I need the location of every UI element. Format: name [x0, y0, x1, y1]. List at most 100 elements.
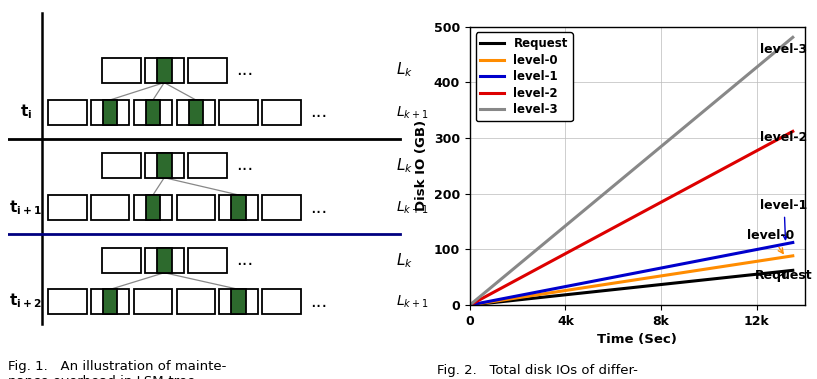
level-3 [640, 158, 650, 163]
level-2 [780, 133, 790, 138]
Bar [103, 100, 118, 125]
level-2 [620, 219, 630, 224]
Bar [102, 248, 141, 273]
Text: Request: Request [754, 269, 812, 282]
Bar [157, 248, 172, 273]
Bar [220, 100, 258, 125]
Request [780, 269, 790, 274]
level-2 [640, 209, 650, 213]
Bar [145, 58, 184, 83]
Bar [231, 195, 246, 220]
Bar [103, 290, 118, 315]
level-2 [657, 199, 667, 204]
level-0 [788, 254, 797, 258]
Bar [157, 153, 172, 178]
Text: ...: ... [310, 199, 328, 216]
level-1 [730, 252, 739, 256]
Bar [176, 100, 215, 125]
Bar [176, 290, 215, 315]
Text: $L_{k+1}$: $L_{k+1}$ [395, 294, 428, 310]
Text: level-2: level-2 [761, 131, 808, 144]
Bar [134, 195, 172, 220]
Bar [145, 195, 160, 220]
level-1 [465, 303, 475, 307]
Bar [220, 195, 258, 220]
Request [788, 268, 797, 273]
Bar [145, 100, 160, 125]
Request [730, 274, 739, 279]
Request [465, 303, 475, 307]
Text: level-0: level-0 [748, 229, 795, 254]
Text: $L_{k+1}$: $L_{k+1}$ [395, 199, 428, 216]
Text: $\mathbf{t_{i+2}}$: $\mathbf{t_{i+2}}$ [9, 292, 42, 310]
Bar [189, 100, 203, 125]
Bar [145, 248, 184, 273]
level-3 [730, 83, 739, 88]
Text: ...: ... [310, 103, 328, 122]
Text: ...: ... [235, 251, 253, 269]
level-0 [620, 279, 630, 283]
Bar [231, 290, 246, 315]
Bar [231, 195, 246, 220]
level-0 [730, 262, 739, 267]
level-0 [640, 276, 650, 281]
level-1 [618, 273, 628, 278]
X-axis label: Time (Sec): Time (Sec) [597, 334, 677, 346]
Bar [47, 195, 87, 220]
Bar [91, 195, 129, 220]
Line: level-1: level-1 [470, 243, 792, 305]
Bar [103, 290, 118, 315]
level-3 [657, 144, 667, 148]
Line: level-0: level-0 [470, 256, 792, 305]
Text: level-3: level-3 [761, 43, 808, 56]
level-3 [780, 42, 790, 46]
Bar [157, 153, 172, 178]
Bar [188, 58, 226, 83]
Bar [188, 248, 226, 273]
Bar [262, 195, 301, 220]
Bar [157, 248, 172, 273]
Bar [145, 153, 184, 178]
Bar [102, 153, 141, 178]
Bar [176, 195, 215, 220]
Bar [157, 58, 172, 83]
level-1 [788, 240, 797, 245]
Line: level-2: level-2 [470, 132, 792, 305]
level-0 [618, 279, 628, 284]
Legend: Request, level-0, level-1, level-2, level-3: Request, level-0, level-1, level-2, leve… [475, 33, 573, 121]
Line: level-3: level-3 [470, 38, 792, 305]
Line: Request: Request [470, 270, 792, 305]
level-2 [730, 160, 739, 165]
level-1 [620, 273, 630, 277]
Text: ...: ... [235, 156, 253, 174]
Bar [47, 290, 87, 315]
level-2 [788, 129, 797, 134]
Bar [145, 195, 160, 220]
Request [657, 282, 667, 287]
Text: Fig. 1.   An illustration of mainte-
nance overhead in LSM-tree.: Fig. 1. An illustration of mainte- nance… [8, 360, 226, 379]
Bar [91, 290, 129, 315]
Bar [220, 290, 258, 315]
Bar [188, 153, 226, 178]
Bar [102, 58, 141, 83]
level-3 [620, 174, 630, 179]
Text: ...: ... [235, 61, 253, 79]
Bar [231, 290, 246, 315]
level-2 [465, 303, 475, 307]
Text: $L_{k+1}$: $L_{k+1}$ [395, 104, 428, 121]
Bar [145, 100, 160, 125]
Text: $\mathbf{t_i}$: $\mathbf{t_i}$ [20, 102, 32, 121]
level-1 [657, 266, 667, 270]
level-1 [780, 242, 790, 246]
level-0 [780, 255, 790, 259]
level-3 [465, 303, 475, 307]
Text: level-1: level-1 [761, 199, 808, 240]
level-3 [618, 175, 628, 180]
Bar [262, 100, 301, 125]
Bar [47, 100, 87, 125]
Text: ...: ... [310, 293, 328, 311]
level-0 [657, 274, 667, 278]
level-2 [618, 220, 628, 225]
level-3 [788, 35, 797, 40]
level-0 [465, 303, 475, 307]
